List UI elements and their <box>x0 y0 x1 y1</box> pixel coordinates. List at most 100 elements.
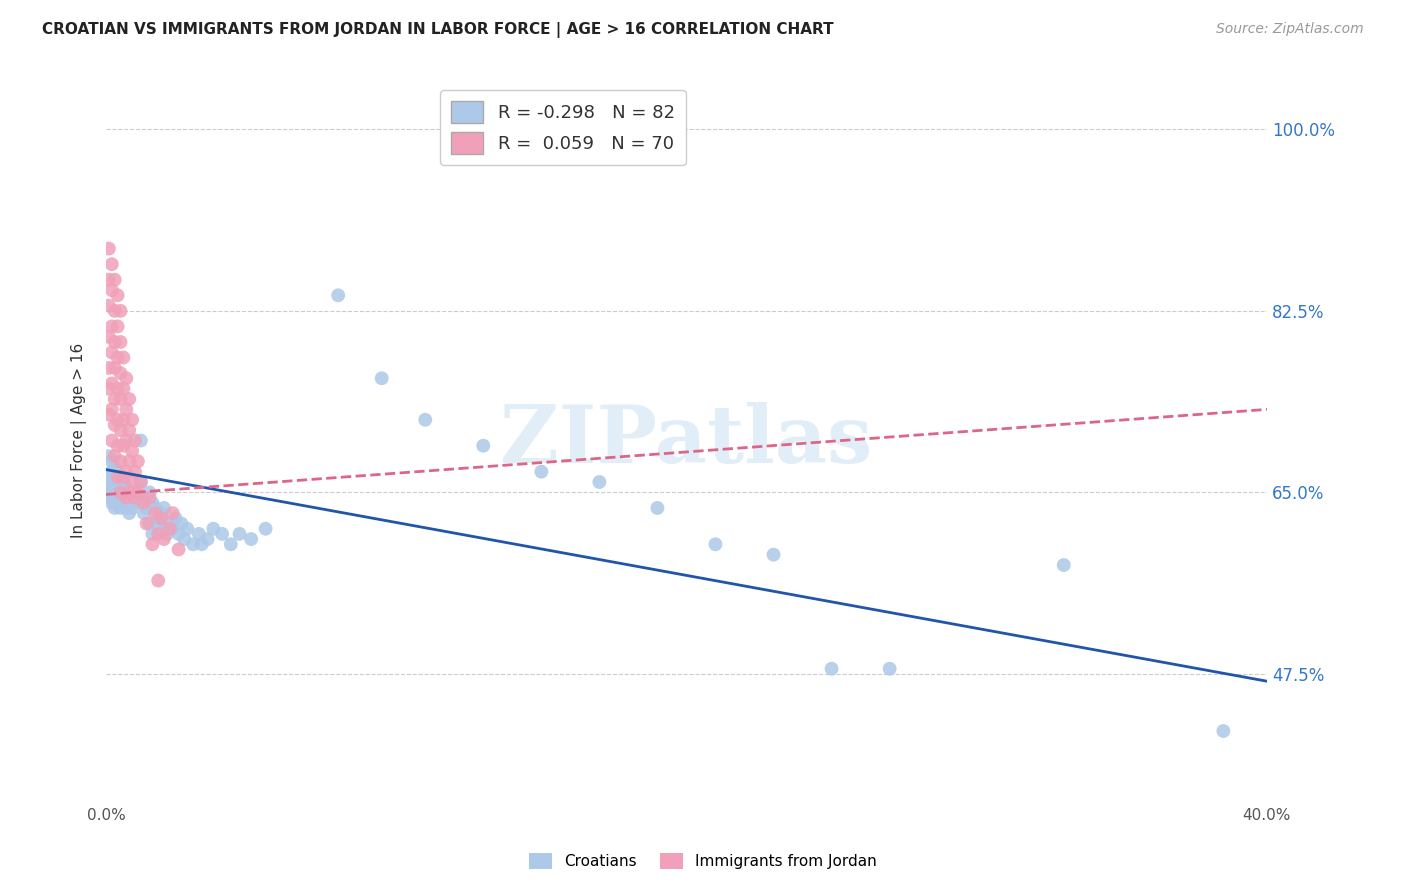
Point <box>127 485 149 500</box>
Point <box>97 360 120 375</box>
Point <box>159 522 181 536</box>
Point <box>107 351 129 365</box>
Point <box>104 392 127 406</box>
Point <box>104 360 127 375</box>
Point <box>104 480 127 494</box>
Point <box>879 662 901 676</box>
Point <box>1212 724 1234 739</box>
Point <box>104 459 127 474</box>
Point <box>97 242 120 256</box>
Point <box>110 480 132 494</box>
Point <box>530 465 553 479</box>
Point <box>97 449 120 463</box>
Point <box>138 485 160 500</box>
Point <box>101 376 124 391</box>
Point <box>197 532 219 546</box>
Point <box>413 413 436 427</box>
Point <box>115 500 138 515</box>
Text: Source: ZipAtlas.com: Source: ZipAtlas.com <box>1216 22 1364 37</box>
Point <box>148 574 170 588</box>
Point <box>141 537 163 551</box>
Point <box>115 465 138 479</box>
Point <box>153 500 176 515</box>
Point <box>153 532 176 546</box>
Point <box>141 496 163 510</box>
Point <box>121 491 143 505</box>
Point <box>101 496 124 510</box>
Point <box>112 496 135 510</box>
Point <box>107 382 129 396</box>
Point <box>588 475 610 489</box>
Point <box>129 475 152 489</box>
Point <box>124 496 146 510</box>
Point <box>112 470 135 484</box>
Point <box>110 423 132 437</box>
Point <box>167 542 190 557</box>
Point <box>820 662 842 676</box>
Point <box>181 537 204 551</box>
Y-axis label: In Labor Force | Age > 16: In Labor Force | Age > 16 <box>72 343 87 538</box>
Point <box>112 413 135 427</box>
Point <box>118 454 141 468</box>
Point <box>141 527 163 541</box>
Point <box>104 417 127 432</box>
Point <box>118 423 141 437</box>
Point <box>370 371 392 385</box>
Point <box>124 434 146 448</box>
Point <box>129 475 152 489</box>
Point <box>143 500 166 515</box>
Point <box>156 527 179 541</box>
Point <box>104 470 127 484</box>
Point <box>124 465 146 479</box>
Point <box>101 475 124 489</box>
Point <box>132 496 155 510</box>
Point <box>107 485 129 500</box>
Point <box>191 537 214 551</box>
Point <box>202 522 225 536</box>
Point <box>187 527 209 541</box>
Point <box>132 506 155 520</box>
Point <box>135 500 157 515</box>
Point <box>148 527 170 541</box>
Legend: R = -0.298   N = 82, R =  0.059   N = 70: R = -0.298 N = 82, R = 0.059 N = 70 <box>440 90 686 165</box>
Point <box>121 475 143 489</box>
Point <box>115 402 138 417</box>
Point <box>138 491 160 505</box>
Point <box>112 475 135 489</box>
Point <box>115 491 138 505</box>
Point <box>254 522 277 536</box>
Point <box>101 465 124 479</box>
Point <box>101 402 124 417</box>
Point <box>170 516 193 531</box>
Point <box>150 511 173 525</box>
Point <box>107 413 129 427</box>
Point <box>104 273 127 287</box>
Point <box>240 532 263 546</box>
Point <box>112 439 135 453</box>
Point <box>97 470 120 484</box>
Point <box>132 496 155 510</box>
Point <box>328 288 350 302</box>
Text: ZIPatlas: ZIPatlas <box>501 401 873 480</box>
Point <box>110 303 132 318</box>
Point <box>118 506 141 520</box>
Point <box>127 491 149 505</box>
Point <box>97 330 120 344</box>
Point <box>115 434 138 448</box>
Point <box>159 516 181 531</box>
Point <box>104 449 127 463</box>
Point <box>101 485 124 500</box>
Point <box>647 500 669 515</box>
Point <box>110 392 132 406</box>
Point <box>110 500 132 515</box>
Point <box>121 413 143 427</box>
Point <box>97 273 120 287</box>
Point <box>110 454 132 468</box>
Text: CROATIAN VS IMMIGRANTS FROM JORDAN IN LABOR FORCE | AGE > 16 CORRELATION CHART: CROATIAN VS IMMIGRANTS FROM JORDAN IN LA… <box>42 22 834 38</box>
Point <box>165 511 187 525</box>
Point <box>107 475 129 489</box>
Point <box>97 299 120 313</box>
Point <box>162 506 184 520</box>
Point <box>110 366 132 380</box>
Point <box>127 454 149 468</box>
